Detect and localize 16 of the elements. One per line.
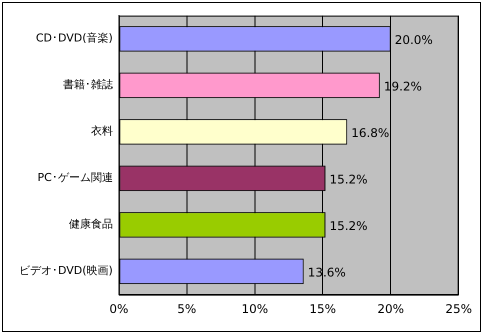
data-label: 15.2% [329, 218, 368, 233]
x-tick-label: 0% [109, 302, 128, 316]
y-tick-label: PC･ゲーム関連 [38, 171, 113, 184]
data-label: 15.2% [329, 172, 368, 186]
y-tick-label: 書籍･雑誌 [62, 78, 113, 92]
y-tick-label: ビデオ･DVD(映画) [18, 264, 113, 278]
y-tick-label: 健康食品 [68, 218, 113, 231]
data-label: 20.0% [394, 32, 433, 47]
x-tick-label: 20% [377, 302, 404, 316]
x-tick-label: 15% [309, 302, 336, 316]
x-tick-label: 5% [177, 302, 196, 316]
y-tick-label: CD･DVD(音楽) [36, 32, 113, 45]
data-label: 16.8% [351, 126, 390, 140]
x-tick-label: 10% [241, 302, 268, 316]
x-tick-label: 25% [445, 302, 472, 316]
y-tick-label: 衣料 [90, 124, 113, 138]
